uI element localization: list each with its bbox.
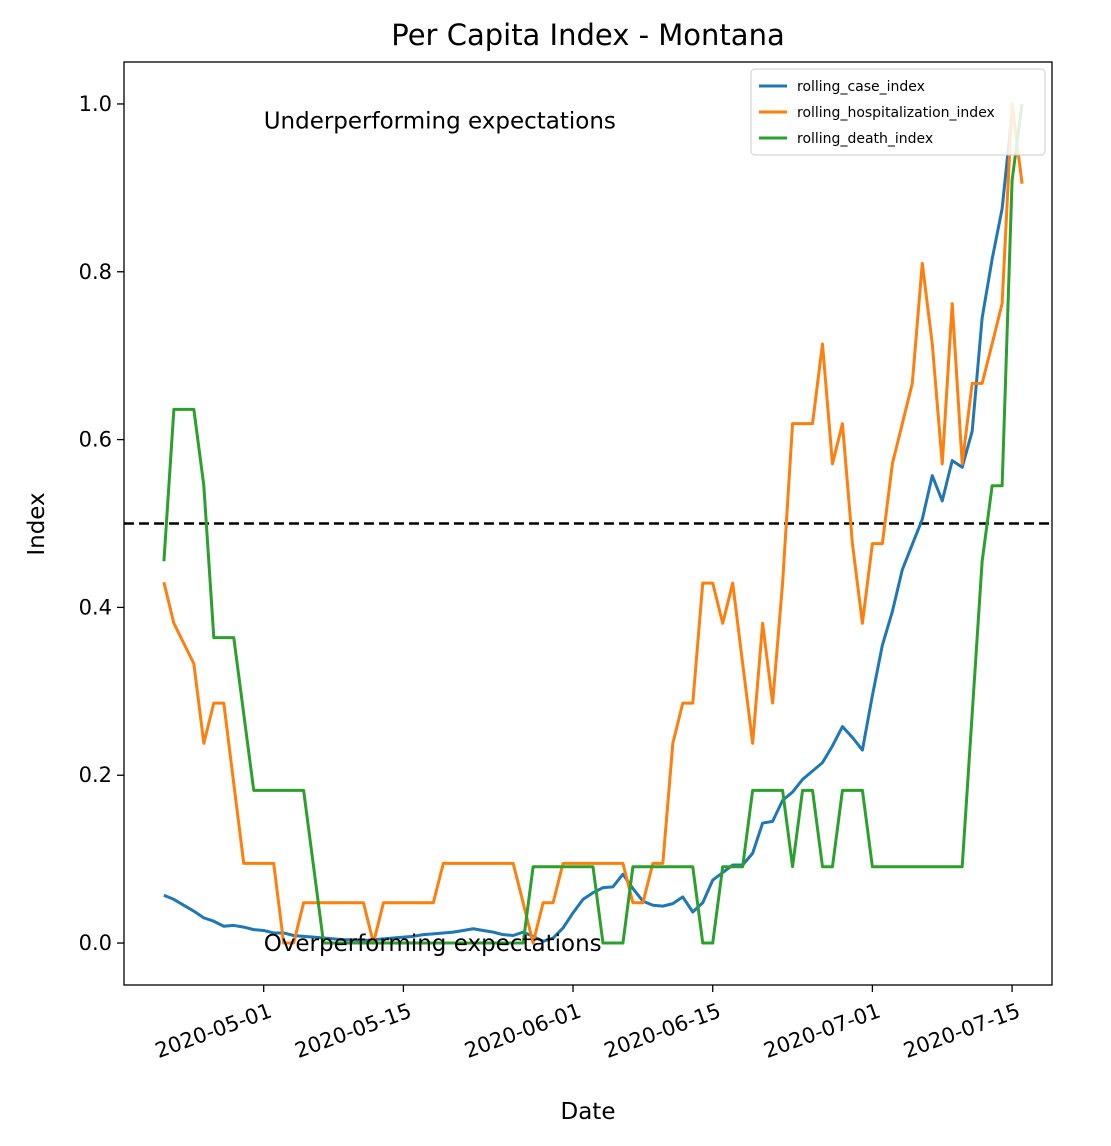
plot-area: Underperforming expectations Overperformi… — [124, 102, 1052, 957]
y-tick-label: 0.6 — [79, 428, 112, 452]
x-axis-label: Date — [561, 1099, 616, 1125]
series-line-rolling_death_index — [162, 103, 1024, 945]
y-tick-label: 0.2 — [79, 763, 112, 787]
series-line-rolling_case_index — [163, 112, 1014, 943]
axes-frame — [123, 61, 1053, 986]
annotation-1: Underperforming expectations — [264, 109, 616, 135]
legend-label-rolling_death_index: rolling_death_index — [797, 131, 933, 147]
legend-label-rolling_case_index: rolling_case_index — [797, 79, 925, 95]
chart-title: Per Capita Index - Montana — [391, 18, 784, 52]
annotation-2: Overperforming expectations — [264, 931, 602, 957]
y-axis-label: Index — [24, 492, 50, 555]
legend-label-rolling_hospitalization_index: rolling_hospitalization_index — [797, 105, 995, 121]
legend: rolling_case_index rolling_hospitalizatio… — [750, 68, 1046, 156]
legend-box — [750, 68, 1046, 156]
y-tick-label: 1.0 — [79, 92, 112, 116]
y-tick-label: 0.8 — [79, 260, 112, 284]
y-tick-label: 0.0 — [79, 931, 112, 955]
series-line-rolling_hospitalization_index — [162, 102, 1024, 945]
y-tick-label: 0.4 — [79, 595, 112, 619]
